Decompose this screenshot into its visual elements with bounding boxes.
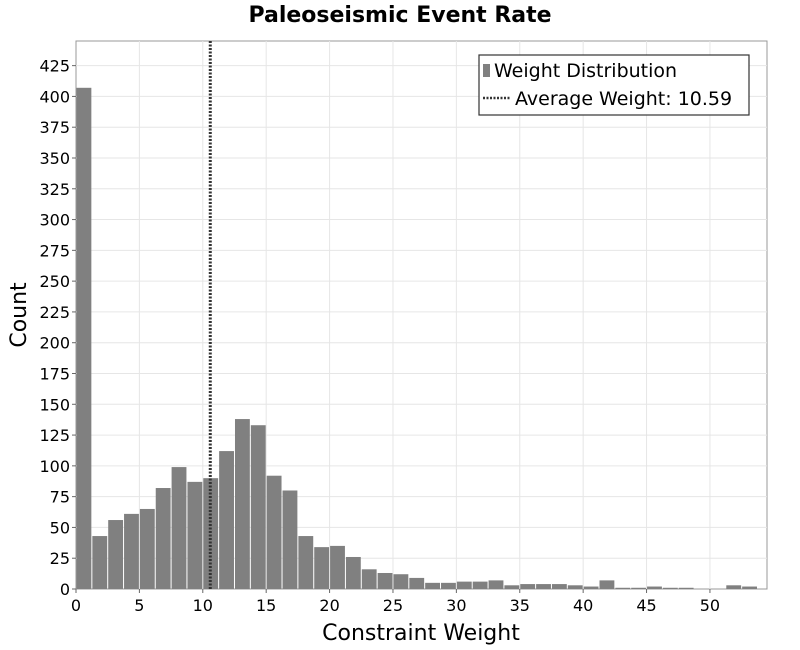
histogram-bar	[377, 572, 393, 589]
y-tick-label: 350	[39, 149, 70, 168]
x-tick-label: 45	[636, 596, 656, 615]
histogram-bar	[742, 586, 757, 589]
histogram-bar	[456, 581, 472, 589]
y-tick-label: 325	[39, 180, 70, 199]
histogram-bar	[472, 581, 488, 589]
histogram-bar	[361, 569, 377, 589]
y-tick-label: 200	[39, 334, 70, 353]
x-tick-label: 25	[383, 596, 403, 615]
histogram-bar	[551, 584, 567, 589]
y-tick-label: 50	[50, 518, 70, 537]
histogram-bar	[282, 490, 298, 589]
histogram-bar	[219, 451, 234, 589]
histogram-bar	[234, 419, 250, 589]
grid	[76, 41, 767, 589]
histogram-bar	[345, 556, 361, 589]
x-tick-label: 15	[256, 596, 276, 615]
legend: Weight Distribution Average Weight: 10.5…	[478, 54, 750, 116]
y-tick-label: 250	[39, 272, 70, 291]
x-tick-label: 5	[134, 596, 144, 615]
y-tick-label: 375	[39, 118, 70, 137]
y-tick-label: 275	[39, 241, 70, 260]
histogram-bar	[393, 574, 409, 589]
chart-title: Paleoseismic Event Rate	[248, 3, 551, 28]
y-tick-label: 425	[39, 57, 70, 76]
histogram-bar	[155, 488, 171, 589]
x-tick-label: 0	[71, 596, 81, 615]
histogram-bar	[92, 536, 108, 589]
histogram-bar	[139, 508, 155, 589]
x-tick-label: 30	[446, 596, 466, 615]
x-axis-label: Constraint Weight	[322, 621, 520, 646]
histogram-bar	[171, 467, 187, 589]
histogram-bar	[647, 586, 662, 589]
x-tick-label: 40	[573, 596, 593, 615]
histogram-bar	[76, 87, 92, 590]
histogram-bar	[441, 582, 456, 589]
y-tick-label: 150	[39, 395, 70, 414]
histogram-bar	[631, 587, 647, 589]
histogram-bar	[662, 587, 678, 589]
y-tick-label: 75	[50, 488, 70, 507]
y-tick-label: 0	[60, 580, 70, 599]
y-tick-label: 125	[39, 426, 70, 445]
histogram-bar	[425, 582, 441, 589]
histogram-bar	[330, 545, 345, 589]
legend-swatch-bars	[483, 64, 490, 77]
x-tick-label: 20	[319, 596, 339, 615]
histogram-bar	[567, 585, 583, 589]
y-tick-label: 100	[39, 457, 70, 476]
histogram-bar	[203, 478, 219, 589]
y-tick-label: 400	[39, 87, 70, 106]
y-tick-label: 225	[39, 303, 70, 322]
histogram-bar	[187, 481, 203, 589]
histogram-bars	[76, 87, 757, 590]
histogram-bar	[536, 584, 551, 589]
histogram-bar	[108, 520, 124, 589]
histogram-bar	[615, 587, 631, 589]
y-axis-ticks: 0 25 50 75 100 125 150 175 200 225 250 275 300 325 350…	[39, 57, 76, 599]
y-tick-label: 175	[39, 364, 70, 383]
legend-label-distribution: Weight Distribution	[494, 60, 677, 82]
legend-box	[478, 54, 750, 116]
y-axis-label: Count	[7, 282, 32, 348]
histogram-bar	[599, 580, 615, 589]
histogram-bar	[520, 584, 536, 589]
histogram-bar	[488, 580, 504, 589]
y-tick-label: 25	[50, 549, 70, 568]
histogram-bar	[314, 547, 330, 589]
histogram-bar	[409, 577, 425, 589]
y-tick-label: 300	[39, 211, 70, 230]
histogram-bar	[726, 585, 742, 589]
x-axis-ticks: 0 5 10 15 20 25 30 35 40 45 50	[71, 589, 720, 615]
legend-label-average: Average Weight: 10.59	[515, 88, 732, 110]
x-tick-label: 10	[193, 596, 213, 615]
histogram-bar	[250, 425, 266, 589]
histogram-bar	[124, 513, 139, 589]
x-tick-label: 35	[510, 596, 530, 615]
x-tick-label: 50	[700, 596, 720, 615]
histogram-bar	[504, 585, 520, 589]
histogram-bar	[678, 587, 694, 589]
histogram-bar	[583, 586, 599, 589]
histogram-bar	[298, 536, 314, 589]
histogram-bar	[266, 475, 282, 589]
